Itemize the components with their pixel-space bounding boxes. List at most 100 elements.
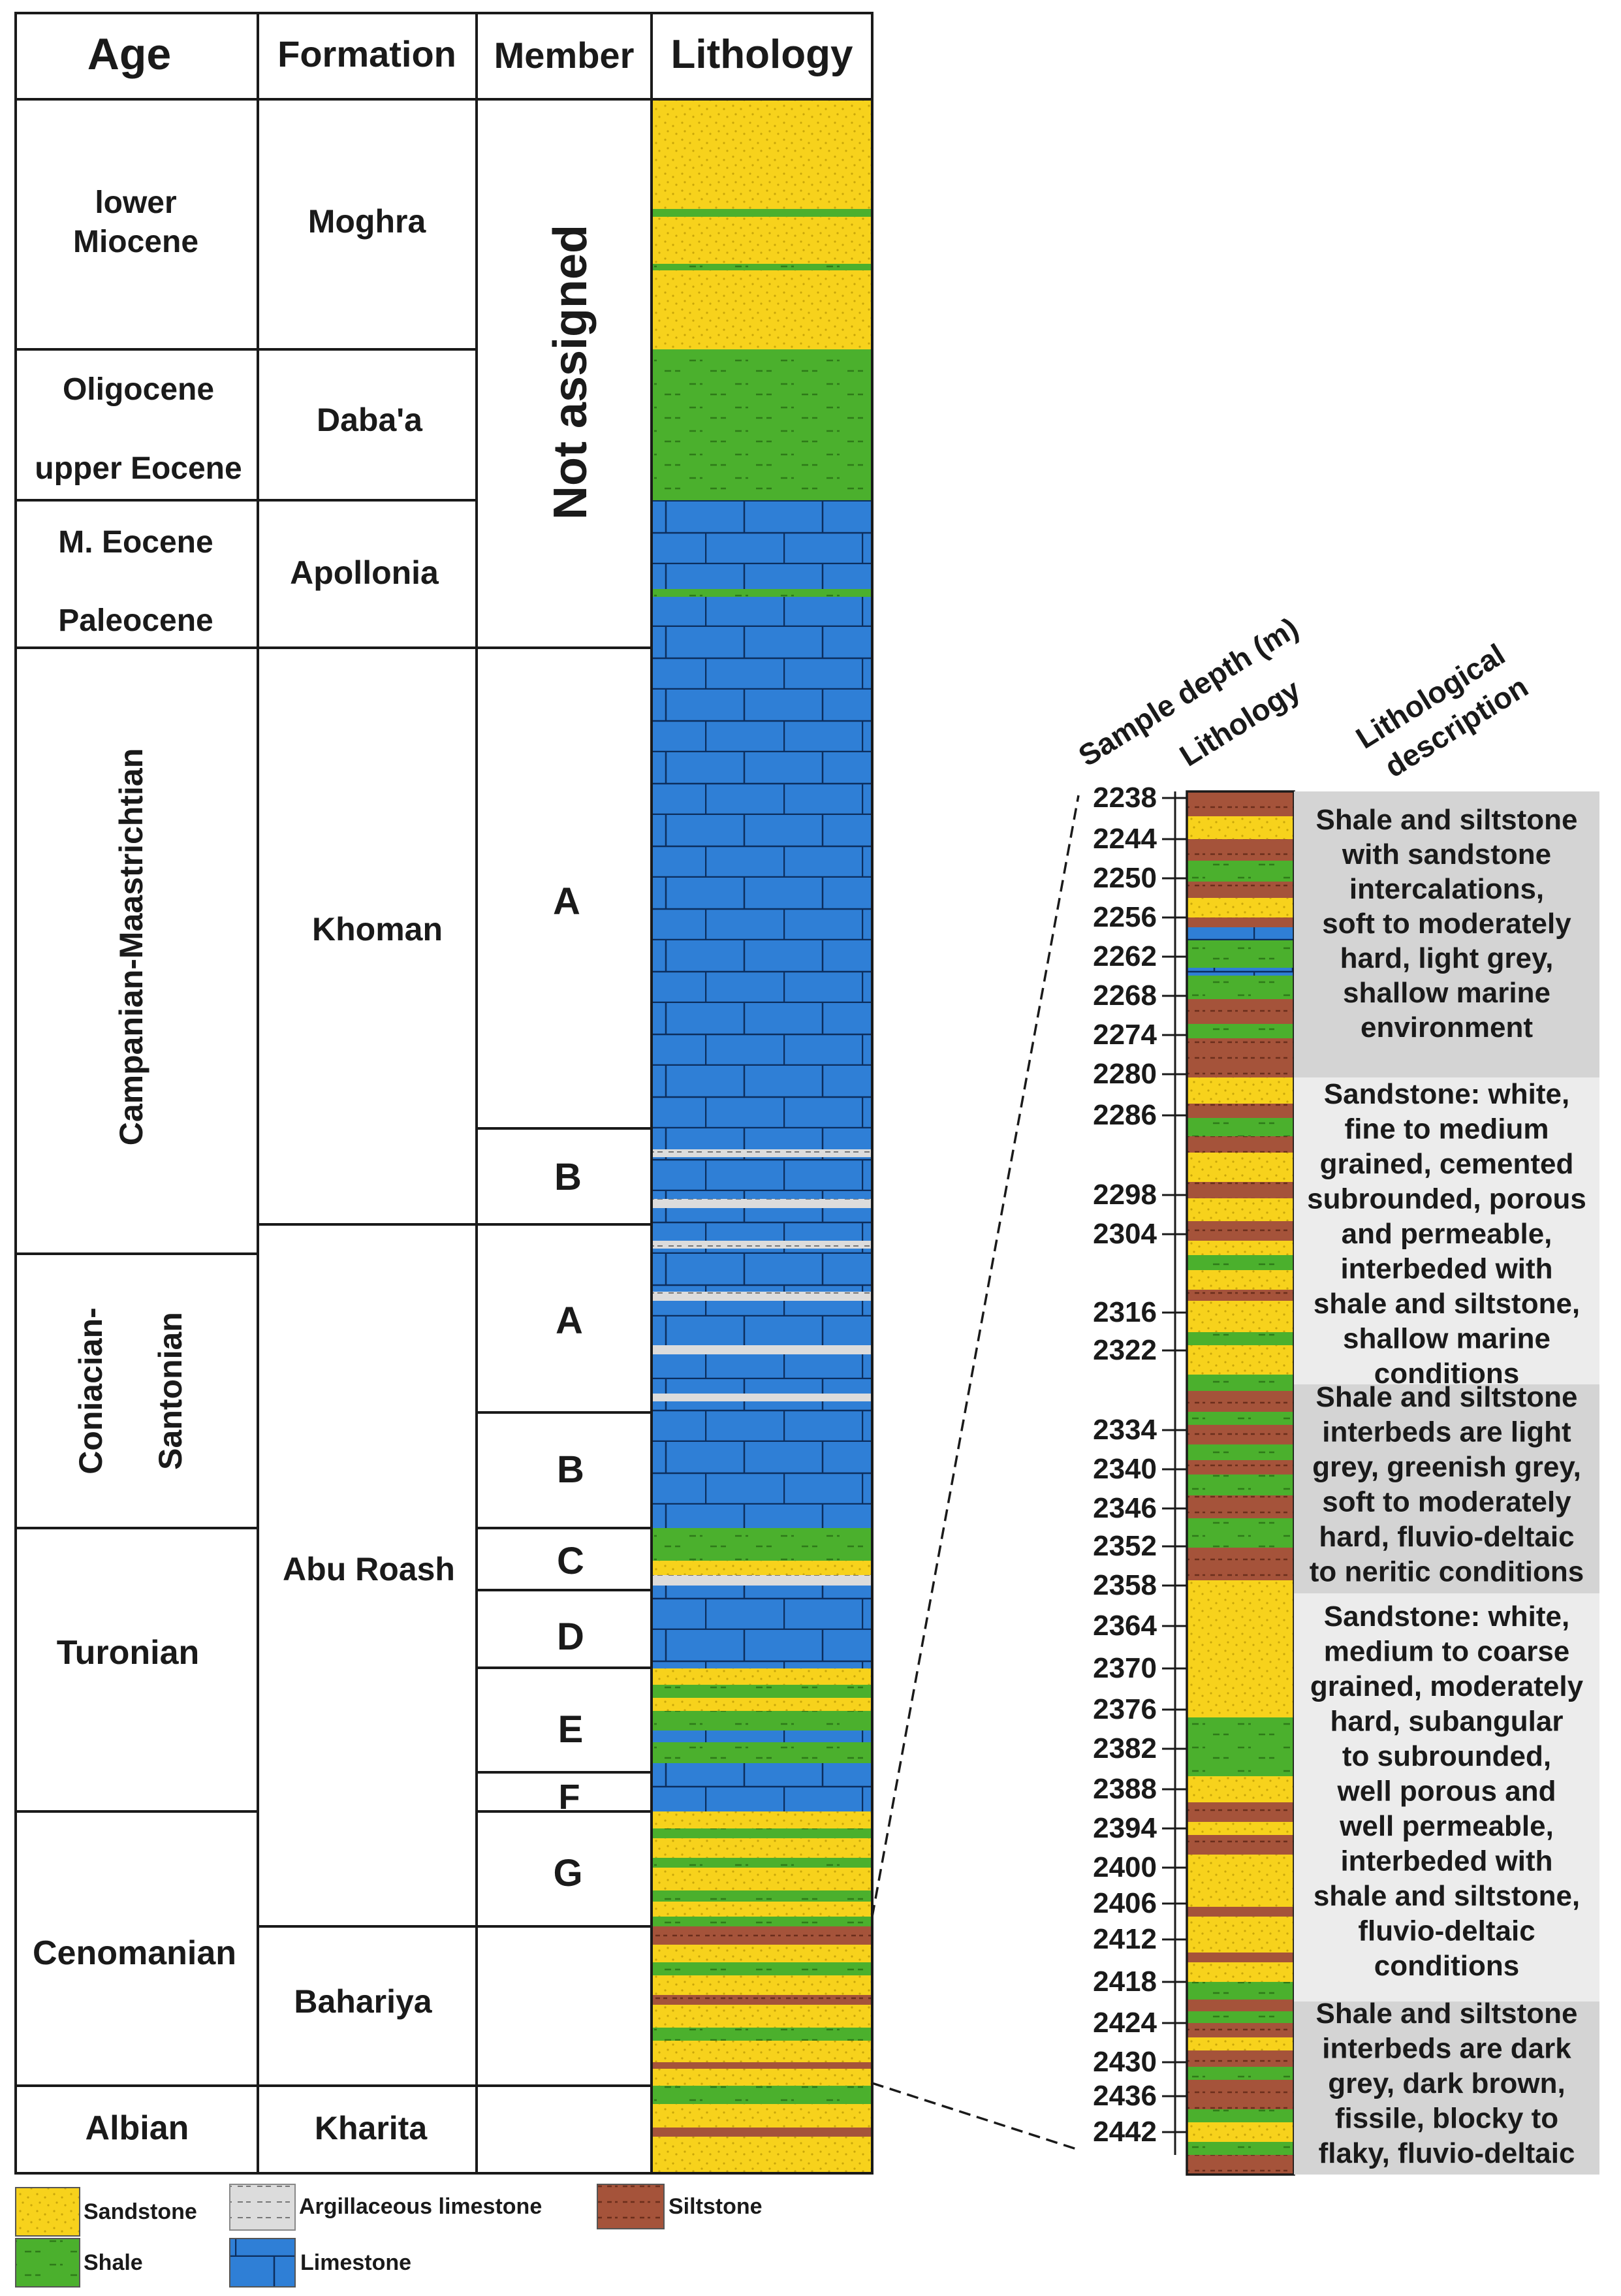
legend-label-sandstone: Sandstone [84,2199,197,2224]
description-line: well porous and [1337,1776,1556,1808]
main-bed-shale [652,1917,872,1926]
main-bed-argillaceous-limestone [652,1292,872,1301]
legend: Sandstone Argillaceous limestone Siltsto… [15,2184,763,2288]
detail-bed-sandstone [1187,1619,1294,1717]
depth-label: 2388 [1093,1773,1157,1805]
description-line: interbeded with [1340,1253,1552,1285]
age-campanian-maastrichtian: Campanian-Maastrichtian [113,748,150,1145]
age-albian: Albian [86,2109,189,2147]
description-line: soft to moderately [1322,1486,1571,1518]
detail-bed-siltstone [1187,1136,1294,1153]
detail-bed-sandstone [1187,2037,1294,2050]
detail-bed-siltstone [1187,917,1294,927]
main-bed-shale [652,2086,872,2104]
detail-bed-shale [1187,1332,1294,1345]
main-bed-sandstone [652,1838,872,1858]
member-abu-roash-a: A [556,1299,583,1342]
legend-label-siltstone: Siltstone [669,2194,763,2219]
depth-label: 2364 [1093,1610,1157,1642]
detail-bed-shale [1187,1375,1294,1391]
detail-bed-siltstone [1187,2080,1294,2109]
member-abu-roash-f: F [559,1778,580,1817]
detail-bed-shale [1187,2067,1294,2080]
member-labels: Not assigned A B A B C D E F G [544,225,597,1894]
depth-label: 2322 [1093,1334,1157,1366]
description-line: fluvio-deltaic [1358,1915,1535,1947]
description-line: interbeds are light [1322,1416,1571,1448]
detail-bed-siltstone [1187,1835,1294,1855]
main-bed-limestone [652,1772,872,1811]
main-bed-limestone [652,1249,872,1292]
description-line: to neritic conditions [1310,1556,1584,1588]
main-bed-siltstone [652,1926,872,1945]
depth-label: 2340 [1093,1453,1157,1485]
detail-bed-siltstone [1187,2023,1294,2037]
depth-label: 2286 [1093,1099,1157,1131]
formation-khoman: Khoman [312,911,443,948]
formation-moghra: Moghra [308,203,427,240]
main-bed-limestone [652,1208,872,1241]
description-line: interbeded with [1340,1845,1552,1877]
main-bed-sandstone [652,217,872,264]
detail-bed-shale [1187,1118,1294,1136]
depth-scale: 2238 2244 2250 2256 2262 2268 2274 2280 2286 2298… [1093,782,1187,2155]
age-m-eocene: M. Eocene [58,525,213,560]
main-bed-argillaceous-limestone [652,1241,872,1249]
main-bed-sandstone [652,2041,872,2062]
description-line: conditions [1374,1950,1519,1982]
depth-label: 2412 [1093,1923,1157,1955]
depth-label: 2358 [1093,1569,1157,1601]
main-bed-shale [652,2028,872,2041]
member-abu-roash-e: E [558,1708,584,1751]
description-line: hard, fluvio-deltaic [1319,1521,1574,1553]
main-bed-argillaceous-limestone [652,1394,872,1401]
main-bed-limestone [652,500,872,589]
age-turonian: Turonian [57,1634,200,1672]
depth-label: 2304 [1093,1218,1157,1250]
description-line: well permeable, [1339,1810,1554,1842]
depth-label: 2370 [1093,1652,1157,1684]
depth-label: 2346 [1093,1492,1157,1524]
depth-label: 2418 [1093,1966,1157,1998]
main-bed-shale [652,1828,872,1838]
description-line: grey, greenish grey, [1312,1451,1581,1483]
description-line: grained, moderately [1310,1670,1584,1702]
formation-bahariya: Bahariya [294,1983,432,2020]
main-bed-siltstone [652,2062,872,2069]
main-bed-limestone [652,1763,872,1772]
main-bed-shale [652,1685,872,1698]
description-line: Shale and siltstone [1316,1998,1578,2030]
description-line: fissile, blocky to [1335,2103,1558,2135]
depth-label: 2238 [1093,782,1157,814]
description-line: grained, cemented [1320,1148,1574,1180]
depth-label: 2424 [1093,2007,1157,2039]
description-line: Sandstone: white, [1324,1078,1569,1110]
legend-swatch-sandstone [15,2187,80,2237]
detail-lithology-column [1187,791,1294,2175]
detail-bed-sandstone [1187,1077,1294,1104]
main-bed-argillaceous-limestone [652,1345,872,1354]
description-line: Sandstone: white, [1324,1601,1569,1633]
detail-bed-sandstone [1187,898,1294,917]
detail-bed-siltstone [1187,1425,1294,1444]
age-cenomanian: Cenomanian [33,1934,236,1972]
detail-bed-sandstone [1187,1580,1294,1619]
main-grid [14,12,873,2175]
detail-bed-siltstone [1187,2050,1294,2067]
main-bed-shale [652,1890,872,1902]
description-line: shallow marine [1343,977,1550,1009]
description-line: subrounded, porous [1307,1183,1586,1215]
column-headers: Age Formation Member Lithology [87,29,853,79]
detail-bed-sandstone [1187,1822,1294,1835]
detail-bed-sandstone [1187,1345,1294,1375]
detail-bed-siltstone [1187,882,1294,898]
age-upper-eocene: upper Eocene [35,451,242,486]
main-bed-sandstone [652,1975,872,1995]
description-line: fine to medium [1345,1113,1549,1145]
description-background [1294,1077,1599,1384]
detail-bed-siltstone [1187,1391,1294,1412]
detail-bed-siltstone [1187,999,1294,1024]
description-line: grey, dark brown, [1328,2067,1566,2099]
depth-label: 2256 [1093,901,1157,933]
main-bed-sandstone [652,99,872,209]
